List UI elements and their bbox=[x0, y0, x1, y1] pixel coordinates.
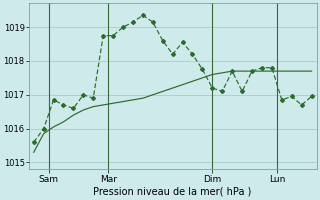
X-axis label: Pression niveau de la mer( hPa ): Pression niveau de la mer( hPa ) bbox=[93, 187, 252, 197]
